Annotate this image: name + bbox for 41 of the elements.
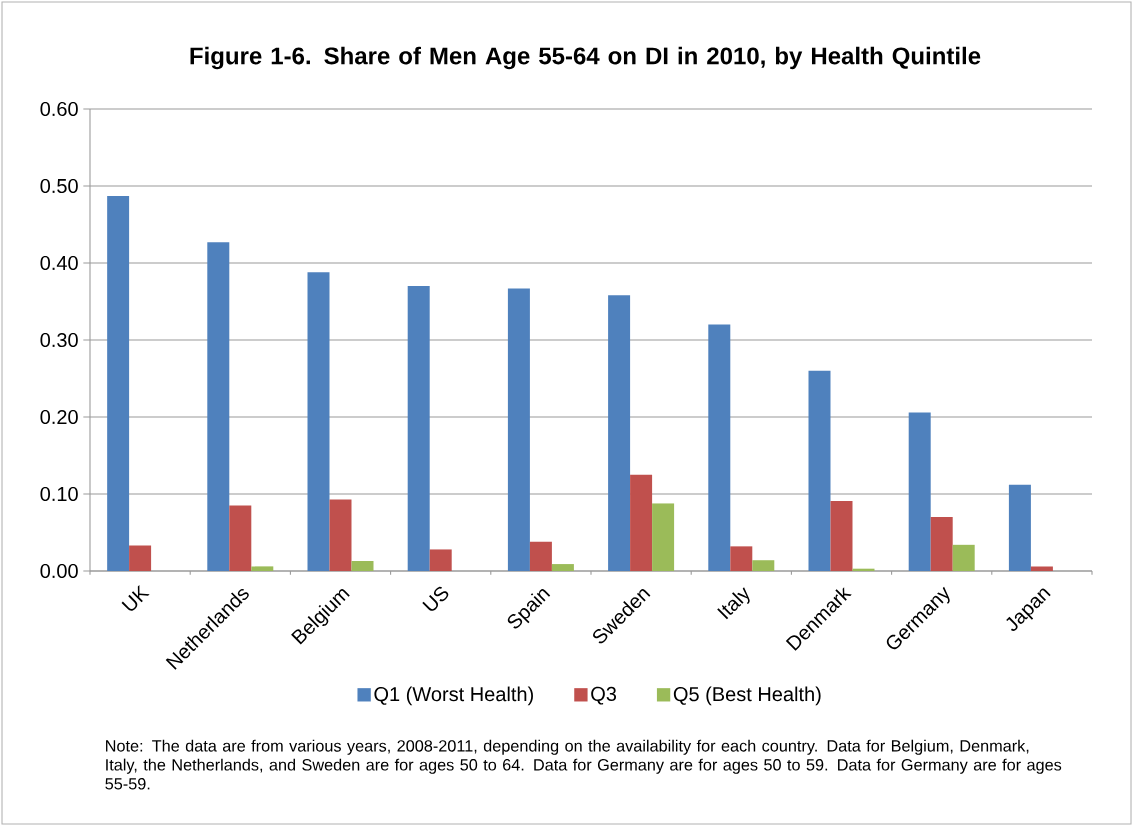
x-tick-label: US — [422, 586, 449, 611]
x-tick-label: Italy — [717, 587, 750, 620]
bar — [752, 560, 775, 571]
bar — [251, 566, 274, 571]
bar — [229, 505, 252, 571]
bar — [708, 324, 731, 571]
bar — [730, 546, 753, 571]
bar — [608, 295, 631, 571]
y-tick-label: 0.60 — [40, 101, 78, 117]
bar — [630, 474, 653, 571]
bar — [351, 560, 374, 571]
y-tick-label: 0.00 — [40, 563, 78, 579]
text: Note: The data are from various years, 2008-2011, depending on the availability for each country. Data for Belgium, Denmark, Italy, the Netherlands, and Sweden are for ages 50 to 64. Data for Germany are for ages 50 to 59. Data for Germany are for ages 55-59. — [105, 739, 1062, 790]
bar — [908, 412, 931, 571]
bar — [407, 286, 430, 571]
legend-label: Q1 (Worst Health) — [374, 686, 533, 706]
bar — [652, 503, 675, 571]
legend-label: Q5 (Best Health) — [673, 686, 821, 706]
y-tick-label: 0.50 — [40, 178, 78, 194]
bar — [830, 500, 853, 571]
bar — [129, 545, 152, 571]
bar — [551, 564, 574, 571]
bar — [207, 242, 230, 571]
bar — [429, 549, 452, 571]
bar — [808, 370, 831, 571]
bar — [1030, 566, 1053, 571]
y-tick-label: 0.10 — [40, 486, 78, 502]
y-tick-label: 0.40 — [40, 255, 78, 271]
bar — [307, 272, 330, 571]
chart-title: Figure 1-6. Share of Men Age 55-64 on DI in 2010, by Health Quintile — [190, 46, 981, 70]
x-tick-label: UK — [121, 585, 150, 611]
bar — [329, 499, 352, 571]
legend-label: Q3 — [591, 686, 617, 705]
bar — [507, 288, 530, 571]
bar — [1008, 484, 1031, 571]
y-tick-label: 0.30 — [40, 332, 78, 348]
y-tick-label: 0.20 — [40, 409, 78, 425]
bar — [952, 544, 975, 571]
bar — [529, 541, 552, 571]
bar — [930, 517, 953, 571]
bar — [107, 196, 130, 571]
